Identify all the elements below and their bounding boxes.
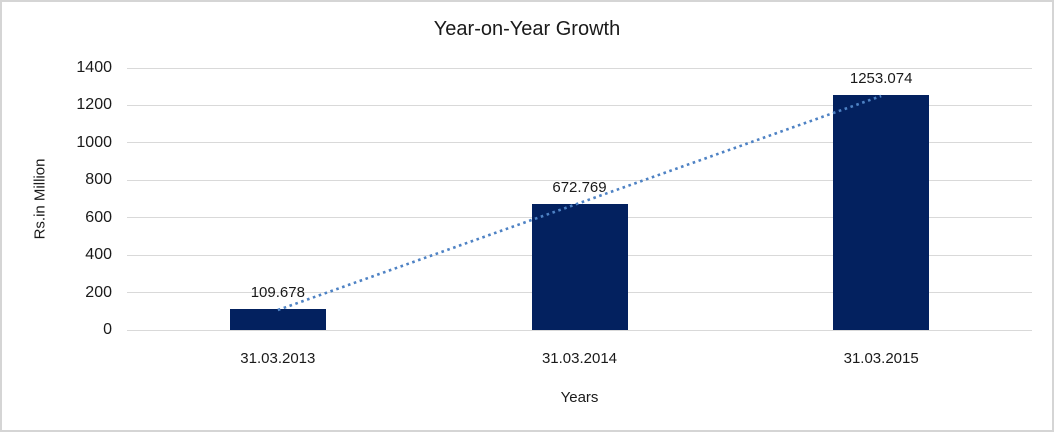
bar-value-label: 1253.074	[849, 70, 913, 88]
y-tick-label: 200	[85, 283, 112, 301]
y-tick-label: 1400	[76, 59, 112, 76]
x-category-label: 31.03.2014	[541, 350, 618, 367]
gridline	[127, 329, 1032, 331]
y-tick-label: 400	[85, 246, 112, 264]
chart-title: Year-on-Year Growth	[433, 18, 621, 40]
y-tick-label: 1200	[76, 96, 112, 114]
bar	[229, 309, 326, 330]
bar-value-label: 672.769	[552, 179, 607, 197]
x-category-label: 31.03.2015	[843, 350, 919, 367]
y-tick-label: 800	[85, 171, 112, 189]
gridline	[127, 67, 1032, 69]
bar	[833, 95, 930, 330]
x-category-label: 31.03.2013	[240, 350, 316, 367]
bar	[531, 204, 628, 330]
x-axis-title: Years	[560, 389, 599, 406]
y-tick-label: 0	[103, 321, 112, 338]
bar-value-label: 109.678	[250, 284, 305, 302]
y-tick-label: 600	[85, 208, 112, 226]
y-tick-label: 1000	[76, 133, 112, 151]
